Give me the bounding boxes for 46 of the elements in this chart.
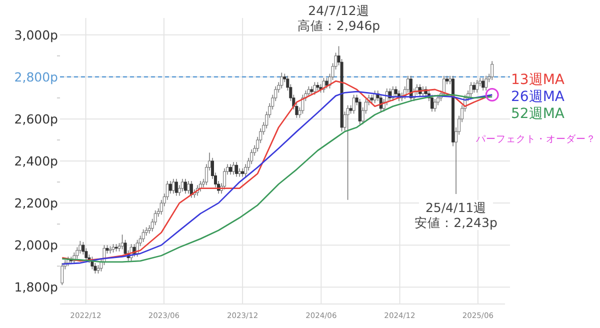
y-tick-label: 2,000p <box>14 238 58 253</box>
y-tick-label: 1,800p <box>14 280 58 295</box>
candlestick <box>484 75 488 91</box>
candlestick <box>482 78 485 91</box>
y-tick-label: 2,600p <box>14 111 58 126</box>
candlestick <box>430 94 434 112</box>
candlestick <box>168 180 172 194</box>
candlestick <box>229 164 232 176</box>
candlestick <box>172 178 175 194</box>
series-label: 52週MA <box>511 106 565 122</box>
candlestick <box>232 162 236 176</box>
candlestick <box>120 234 124 250</box>
candlestick <box>186 180 190 194</box>
candlestick <box>223 168 226 190</box>
candlestick <box>490 60 494 80</box>
candlestick <box>142 228 145 242</box>
series-label: 26週MA <box>511 89 565 105</box>
annotation: 高値：2,946p <box>297 18 380 33</box>
candlestick <box>433 98 436 112</box>
annotation: 25/4/11週 <box>419 200 494 216</box>
annotation: 25/4/11週 <box>425 200 487 216</box>
candlestick <box>235 162 238 178</box>
candlestick <box>184 178 187 194</box>
y-tick-label: 2,200p <box>14 196 58 211</box>
candlestick <box>280 72 284 89</box>
candlestick <box>180 178 184 192</box>
candlestick <box>352 94 356 114</box>
candlestick <box>470 82 473 98</box>
candlestick <box>301 94 304 114</box>
candlestick <box>379 94 382 112</box>
candlestick <box>60 262 64 286</box>
y-tick-label: 2,800p <box>14 69 58 84</box>
y-tick-label: 2,400p <box>14 154 58 168</box>
y-tick-label: 3,000p <box>14 27 58 42</box>
series-label: 13週MA <box>511 72 565 88</box>
annotation: 24/7/12週 <box>302 3 376 18</box>
candlestick <box>174 178 178 196</box>
candlestick <box>472 82 476 94</box>
candlestick <box>313 82 316 96</box>
annotation: パーフェクト・オーダー？ <box>475 133 596 145</box>
annotation: 安値：2,243p <box>414 215 498 230</box>
candlestick <box>476 80 479 94</box>
annotation: 24/7/12週 <box>308 3 370 18</box>
candlestick <box>346 104 350 200</box>
candlestick <box>394 86 398 98</box>
candlestick <box>358 98 362 125</box>
